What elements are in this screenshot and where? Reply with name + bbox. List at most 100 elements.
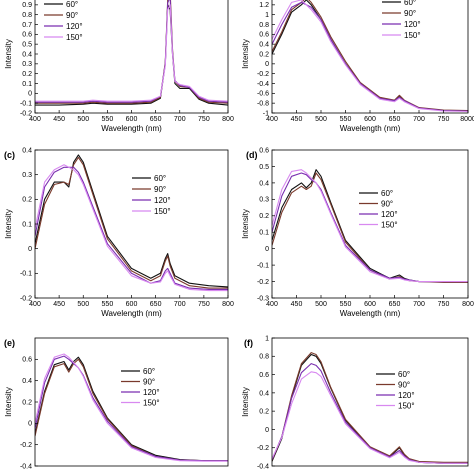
y-tick-label: 0.5 (259, 164, 269, 171)
y-tick-label: 0.5 (22, 42, 32, 49)
y-tick-label: 0 (28, 91, 32, 98)
series-line-90deg (35, 156, 228, 289)
y-tick-label: -0.2 (257, 445, 269, 452)
series-line-120deg (272, 1, 468, 112)
legend-label: 150° (381, 221, 398, 230)
x-tick-label: 400 (266, 301, 278, 308)
legend-label: 120° (66, 22, 83, 31)
x-tick-label: 550 (102, 116, 114, 123)
x-tick-label: 750 (438, 116, 450, 123)
y-tick-label: 0.2 (22, 399, 32, 406)
x-tick-label: 600 (126, 116, 138, 123)
series-line-150deg (272, 0, 468, 113)
legend-label: 120° (154, 196, 171, 205)
legend-label: 90° (154, 185, 166, 194)
series-line-150deg (35, 4, 228, 102)
legend-label: 60° (381, 189, 393, 198)
y-tick-label: 0.7 (22, 22, 32, 29)
y-tick-label: 0.4 (259, 390, 269, 397)
x-tick-label: 800 (222, 116, 234, 123)
series-group (272, 0, 468, 113)
y-tick-label: 0.4 (259, 42, 269, 49)
legend-label: 60° (66, 0, 78, 9)
series-line-150deg (35, 353, 228, 462)
series-line-90deg (272, 172, 468, 283)
x-tick-label: 750 (198, 301, 210, 308)
x-tick-label: 500 (315, 301, 327, 308)
x-tick-label: 450 (53, 301, 65, 308)
legend: 60°90°120°150° (44, 0, 83, 42)
y-tick-label: 0.2 (22, 197, 32, 204)
x-tick-label: 650 (150, 301, 162, 308)
x-tick-label: 400 (29, 301, 41, 308)
x-axis-label: Wavelength (nm) (340, 309, 401, 318)
x-tick-label: 800 (462, 301, 474, 308)
chart-panel-2: 400 450 500 550 600 650 700 750 8000 -1 -0.8 -0.6 -0… (241, 0, 474, 133)
series-group (272, 352, 468, 464)
x-tick-label: 550 (340, 116, 352, 123)
legend-label: 60° (404, 0, 416, 7)
legend: 60°90°120°150° (382, 0, 421, 40)
legend-label: 150° (143, 399, 160, 408)
y-tick-label: 0.2 (259, 409, 269, 416)
y-tick-label: 1 (265, 335, 269, 342)
y-tick-label: 0.6 (22, 357, 32, 364)
legend-label: 120° (381, 210, 398, 219)
x-tick-label: 700 (413, 116, 425, 123)
legend-label: 90° (398, 381, 410, 390)
y-tick-label: 0.6 (259, 372, 269, 379)
y-axis-label: Intensity (241, 387, 250, 417)
series-line-90deg (272, 352, 468, 463)
y-tick-label: 1.2 (259, 2, 269, 9)
legend-label: 90° (404, 9, 416, 18)
legend-label: 150° (66, 33, 83, 42)
series-line-120deg (35, 0, 228, 103)
x-tick-label: 400 (29, 116, 41, 123)
series-group (35, 154, 228, 292)
y-tick-label: 0.8 (259, 354, 269, 361)
x-tick-label: 750 (198, 116, 210, 123)
y-tick-label: 1 (265, 12, 269, 19)
legend-label: 90° (381, 200, 393, 209)
x-tick-label: 700 (174, 301, 186, 308)
x-tick-label: 8000 (460, 116, 474, 123)
legend: 60° 90°120° 150° (359, 189, 398, 230)
y-tick-label: 0 (265, 246, 269, 253)
series-line-60deg (35, 154, 228, 288)
series-line-60deg (35, 4, 228, 106)
series-line-150deg (35, 164, 228, 292)
x-tick-label: 550 (102, 301, 114, 308)
series-line-60deg (35, 356, 228, 462)
y-tick-label: 0.1 (259, 230, 269, 237)
series-line-120deg (272, 172, 468, 283)
y-tick-label: 0.9 (22, 2, 32, 9)
x-tick-label: 600 (364, 116, 376, 123)
y-axis-label: Intensity (4, 39, 13, 69)
legend-label: 120° (398, 391, 415, 400)
y-tick-label: 0.3 (259, 197, 269, 204)
series-line-120deg (35, 166, 228, 290)
series-line-90deg (272, 0, 468, 112)
y-tick-label: 0.6 (22, 32, 32, 39)
x-tick-label: 650 (389, 116, 401, 123)
y-tick-label: 0.4 (259, 180, 269, 187)
x-tick-label: 750 (438, 301, 450, 308)
legend: 60°90°120°150° (121, 367, 160, 408)
y-tick-label: -1 (263, 110, 269, 117)
y-axis-label: Intensity (241, 39, 250, 69)
y-tick-label: 0.8 (22, 12, 32, 19)
y-tick-label: 0 (265, 427, 269, 434)
y-tick-label: -0.1 (20, 271, 32, 278)
x-tick-label: 500 (77, 301, 89, 308)
y-tick-label: 0.8 (259, 22, 269, 29)
y-axis-label: Intensity (241, 209, 250, 239)
x-axis-label: Wavelength (nm) (101, 309, 162, 318)
x-axis-label: Wavelength (nm) (340, 124, 401, 133)
y-tick-label: 0.6 (259, 32, 269, 39)
legend-label: 90° (143, 378, 155, 387)
y-tick-label: 0.2 (259, 51, 269, 58)
x-tick-label: 700 (413, 301, 425, 308)
x-tick-label: 650 (150, 116, 162, 123)
y-tick-label: 0 (265, 61, 269, 68)
